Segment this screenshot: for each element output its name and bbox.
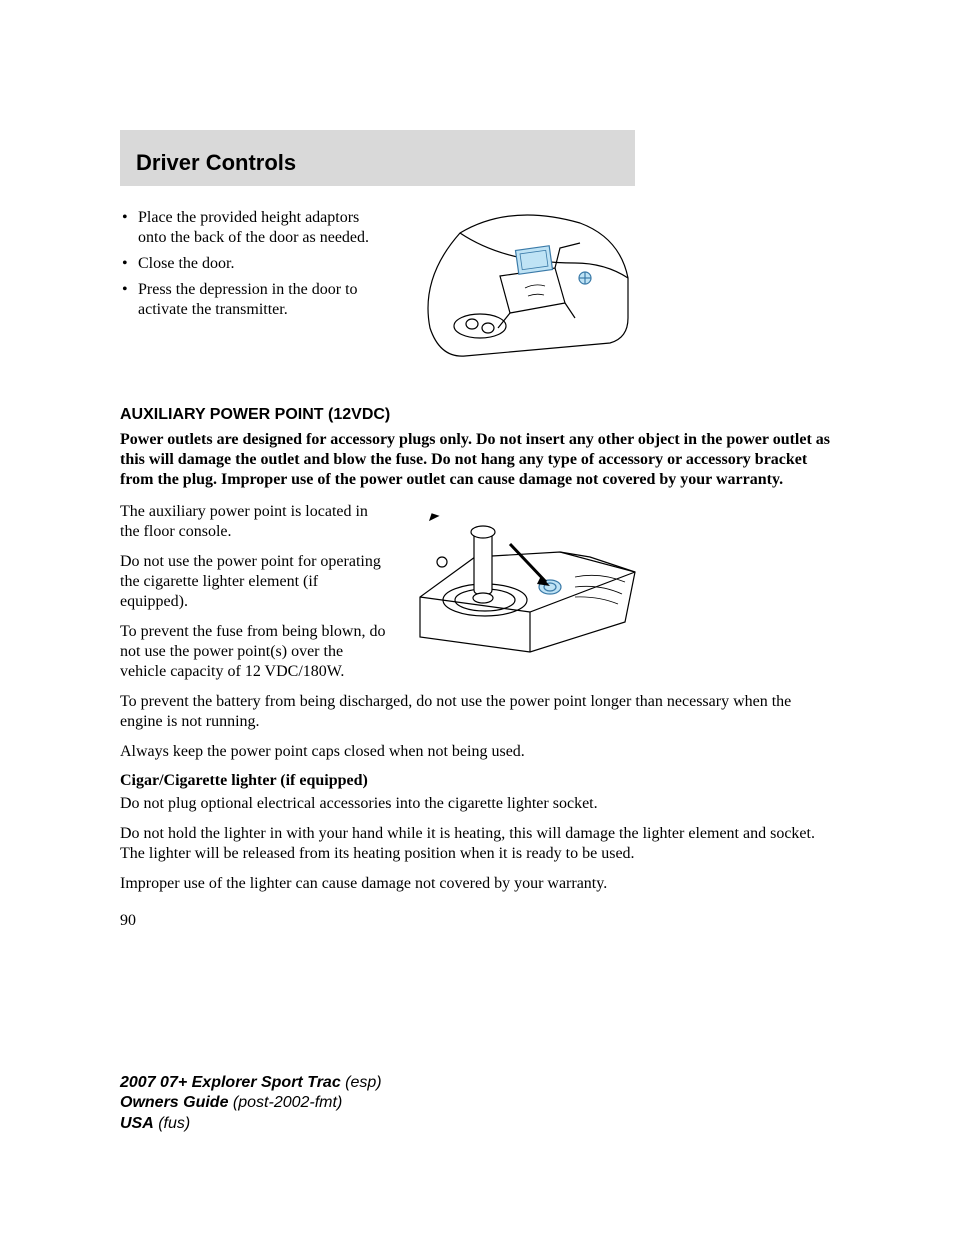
footer-vehicle: 2007 07+ Explorer Sport Trac	[120, 1074, 341, 1091]
manual-page: Driver Controls Place the provided heigh…	[0, 0, 954, 1235]
footer-line-3: USA (fus)	[120, 1114, 382, 1135]
footer-line-1: 2007 07+ Explorer Sport Trac (esp)	[120, 1073, 382, 1094]
body-paragraph: Do not hold the lighter in with your han…	[120, 824, 834, 864]
footer-fmt: (post-2002-fmt)	[228, 1094, 342, 1111]
page-number: 90	[120, 912, 834, 930]
bullet-list: Place the provided height adaptors onto …	[120, 208, 390, 320]
body-paragraph: To prevent the fuse from being blown, do…	[120, 622, 390, 682]
bullet-item: Close the door.	[138, 254, 390, 274]
mid-text-column: The auxiliary power point is located in …	[120, 502, 390, 692]
floor-console-illustration	[410, 502, 640, 657]
overhead-console-illustration	[410, 208, 640, 378]
mid-row: The auxiliary power point is located in …	[120, 502, 834, 692]
footer-code: (esp)	[341, 1074, 382, 1091]
aux-power-heading: AUXILIARY POWER POINT (12VDC)	[120, 406, 834, 424]
top-row: Place the provided height adaptors onto …	[120, 208, 834, 378]
bullet-list-block: Place the provided height adaptors onto …	[120, 208, 390, 378]
footer-block: 2007 07+ Explorer Sport Trac (esp) Owner…	[120, 1073, 382, 1135]
footer-region: USA	[120, 1115, 154, 1132]
footer-guide: Owners Guide	[120, 1094, 228, 1111]
body-paragraph: Do not use the power point for operating…	[120, 552, 390, 612]
footer-line-2: Owners Guide (post-2002-fmt)	[120, 1093, 382, 1114]
body-paragraph: Improper use of the lighter can cause da…	[120, 874, 834, 894]
bullet-item: Press the depression in the door to acti…	[138, 280, 390, 320]
warning-paragraph: Power outlets are designed for accessory…	[120, 430, 834, 490]
body-paragraph: Do not plug optional electrical accessor…	[120, 794, 834, 814]
section-header-bar: Driver Controls	[120, 130, 635, 186]
body-paragraph: Always keep the power point caps closed …	[120, 742, 834, 762]
cigar-lighter-heading: Cigar/Cigarette lighter (if equipped)	[120, 772, 834, 790]
body-paragraph: To prevent the battery from being discha…	[120, 692, 834, 732]
section-title: Driver Controls	[136, 150, 619, 176]
bullet-item: Place the provided height adaptors onto …	[138, 208, 390, 248]
body-paragraph: The auxiliary power point is located in …	[120, 502, 390, 542]
footer-fus: (fus)	[154, 1115, 190, 1132]
